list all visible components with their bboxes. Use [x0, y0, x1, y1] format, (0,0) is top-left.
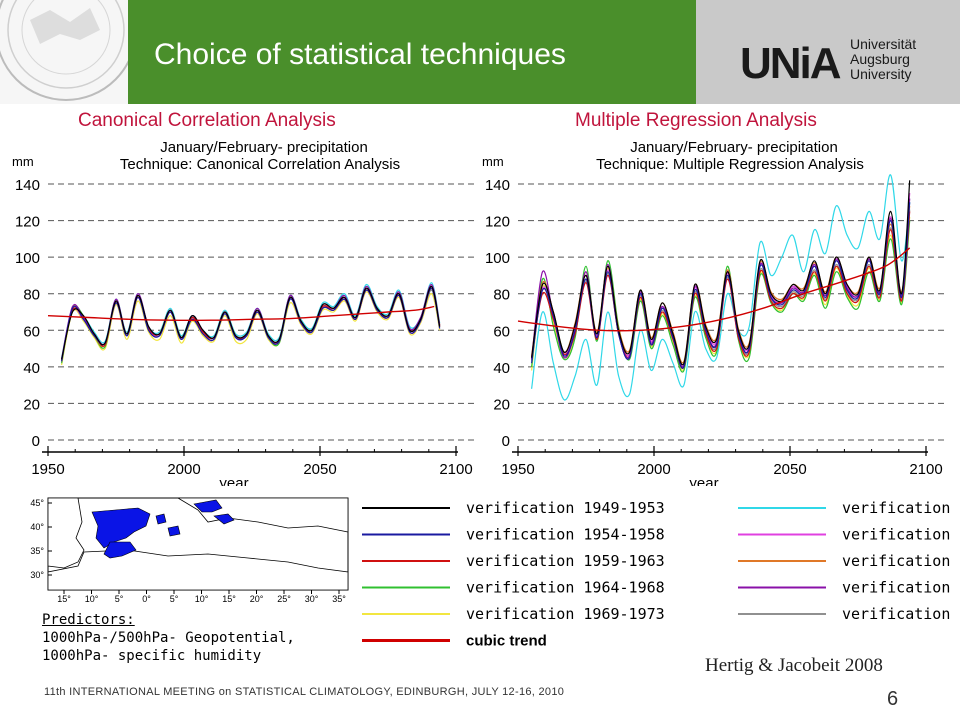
chart-title: January/February- precipitation	[160, 139, 368, 156]
y-tick-label: 60	[493, 323, 510, 340]
y-tick-label: 40	[23, 360, 40, 377]
y-tick-label: 80	[493, 287, 510, 304]
y-tick-label: 40	[493, 360, 510, 377]
legend-label: verification 1974-1978	[842, 499, 960, 517]
series-line-verification-1949-1953	[531, 180, 911, 366]
x-tick-label: 1950	[31, 461, 64, 478]
predictors-line-2: 1000hPa- specific humidity	[42, 648, 262, 664]
legend-label-trend: cubic trend	[466, 633, 547, 650]
map-lat-labels: 45° 40° 35° 30°	[30, 498, 52, 580]
title-bar	[128, 0, 696, 104]
legend-label: verification 1979-1983	[842, 526, 960, 544]
cubic-trend-line	[47, 305, 435, 322]
legend-label: verification 1994-1998	[842, 605, 960, 623]
map-lon-labels: 15° 10° 5° 0° 5° 10° 15° 20° 25° 30° 35°	[57, 590, 346, 604]
map-lon-label: 35°	[332, 594, 346, 604]
predictors-note: Predictors: 1000hPa-/500hPa- Geopotentia…	[42, 611, 295, 665]
cca-chart: January/February- precipitationTechnique…	[12, 139, 478, 486]
legend-label: verification 1959-1963	[466, 552, 665, 570]
cubic-trend-line	[517, 247, 911, 332]
y-axis-label: mm	[482, 154, 504, 169]
map-lon-label: 10°	[85, 594, 99, 604]
legend-label: verification 1984-1988	[842, 552, 960, 570]
university-seal	[0, 0, 128, 104]
chart-subtitle: Technique: Multiple Regression Analysis	[596, 156, 864, 173]
x-tick-label: 1950	[501, 461, 534, 478]
y-tick-label: 120	[485, 214, 510, 231]
page-number: 6	[887, 688, 899, 710]
logo-mark: UNiA	[740, 39, 841, 88]
map-lon-label: 15°	[222, 594, 236, 604]
y-tick-label: 0	[502, 433, 510, 450]
map-lon-label: 0°	[142, 594, 151, 604]
map-lat-label: 45°	[30, 498, 44, 508]
x-tick-label: 2050	[773, 461, 806, 478]
map-lon-label: 10°	[195, 594, 209, 604]
x-tick-label: 2050	[303, 461, 336, 478]
university-logo: UNiA Universität Augsburg University	[696, 0, 960, 104]
x-tick-label: 2000	[637, 461, 670, 478]
x-tick-label: 2000	[167, 461, 200, 478]
seal-icon	[0, 0, 128, 101]
predictors-heading: Predictors:	[42, 612, 135, 628]
legend-label: verification 1989-1993	[842, 579, 960, 597]
predictand-region	[91, 499, 235, 559]
y-tick-label: 0	[32, 433, 40, 450]
y-tick-label: 20	[493, 396, 510, 413]
predictor-map: 45° 40° 35° 30° 15° 10° 5° 0° 5° 10° 15° 20° 25° 30°…	[30, 497, 349, 604]
mra-heading: Multiple Regression Analysis	[575, 110, 817, 131]
x-axis-label: year	[689, 475, 718, 486]
legend-label: verification 1964-1968	[466, 579, 665, 597]
map-lat-label: 30°	[30, 570, 44, 580]
chart-legend: verification 1949-1953 verification 1974-…	[362, 499, 960, 650]
y-tick-label: 20	[23, 396, 40, 413]
slide-title: Choice of statistical techniques	[154, 38, 566, 71]
x-axis-label: year	[219, 475, 248, 486]
map-lon-label: 15°	[57, 594, 71, 604]
legend-label: verification 1949-1953	[466, 499, 665, 517]
logo-line-3: University	[850, 66, 911, 82]
y-axis-label: mm	[12, 154, 34, 169]
map-lon-label: 5°	[115, 594, 124, 604]
y-tick-label: 80	[23, 287, 40, 304]
y-tick-label: 140	[485, 177, 510, 194]
chart-title: January/February- precipitation	[630, 139, 838, 156]
x-tick-label: 2100	[909, 461, 942, 478]
logo-line-2: Augsburg	[850, 51, 910, 67]
map-lat-label: 40°	[30, 522, 44, 532]
map-lon-label: 30°	[305, 594, 319, 604]
predictors-line-1: 1000hPa-/500hPa- Geopotential,	[42, 630, 295, 646]
y-tick-label: 60	[23, 323, 40, 340]
x-tick-label: 2100	[439, 461, 472, 478]
y-tick-label: 140	[15, 177, 40, 194]
cca-heading: Canonical Correlation Analysis	[78, 110, 336, 131]
chart-subtitle: Technique: Canonical Correlation Analysi…	[120, 156, 400, 173]
series-line-verification-1989-1993	[61, 283, 441, 360]
map-lon-label: 20°	[250, 594, 264, 604]
map-lat-label: 35°	[30, 546, 44, 556]
legend-label: verification 1969-1973	[466, 605, 665, 623]
y-tick-label: 120	[15, 214, 40, 231]
map-lon-label: 5°	[170, 594, 179, 604]
footer-text: 11th INTERNATIONAL MEETING on STATISTICA…	[44, 686, 565, 698]
mra-chart: January/February- precipitationTechnique…	[482, 139, 948, 486]
legend-label: verification 1954-1958	[466, 526, 665, 544]
y-tick-label: 100	[485, 250, 510, 267]
citation: Hertig & Jacobeit 2008	[705, 655, 883, 676]
y-tick-label: 100	[15, 250, 40, 267]
map-lon-label: 25°	[277, 594, 291, 604]
series-line-verification-1949-1953	[61, 285, 441, 360]
logo-line-1: Universität	[850, 36, 916, 52]
